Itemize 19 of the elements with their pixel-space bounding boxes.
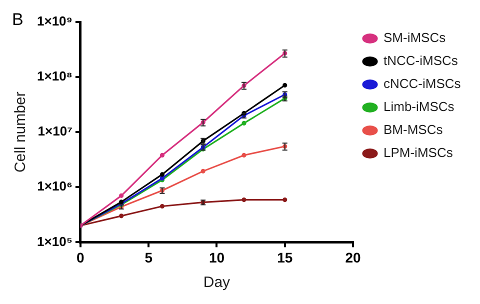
- y-tick-label: 1×10⁸: [37, 68, 72, 84]
- x-axis-title: Day: [203, 274, 231, 292]
- legend-label: SM-iMSCs: [384, 30, 446, 46]
- y-tick-label: 1×10⁷: [38, 124, 72, 139]
- legend-label: LPM-iMSCs: [384, 145, 454, 160]
- x-tick-label: 15: [277, 249, 293, 266]
- legend-label: cNCC-iMSCs: [384, 76, 462, 92]
- x-tick-label: 20: [345, 249, 361, 266]
- x-tick-label: 5: [144, 249, 153, 266]
- y-tick-label: 1×10⁵: [37, 234, 72, 249]
- y-tick-label: 1×10⁹: [37, 14, 72, 29]
- y-axis-title: Cell number: [12, 92, 30, 173]
- x-tick-label: 10: [208, 249, 225, 266]
- text: B: [12, 10, 24, 30]
- legend-label: BM-MSCs: [384, 122, 444, 138]
- x-tick-label: 0: [76, 249, 85, 266]
- y-tick-label: 1×10⁶: [37, 178, 72, 194]
- legend-label: Limb-iMSCs: [384, 99, 455, 114]
- legend-label: tNCC-iMSCs: [384, 53, 458, 68]
